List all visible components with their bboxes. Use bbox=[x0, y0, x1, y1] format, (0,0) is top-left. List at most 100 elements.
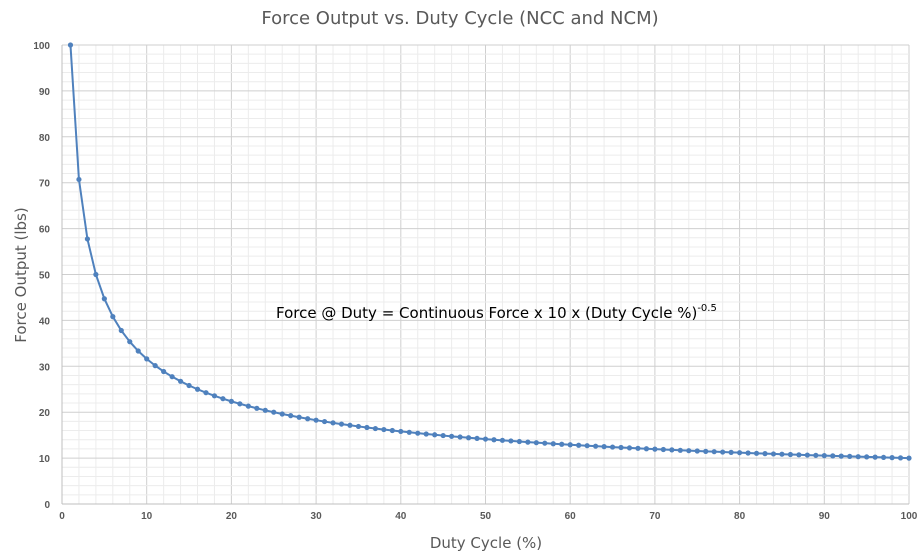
data-point bbox=[364, 424, 370, 431]
data-point bbox=[186, 382, 192, 389]
x-tick-label: 40 bbox=[395, 511, 407, 522]
x-tick-label: 30 bbox=[311, 511, 323, 522]
data-point bbox=[652, 446, 658, 452]
x-tick-label: 90 bbox=[819, 511, 831, 522]
y-tick-label: 10 bbox=[39, 454, 51, 465]
data-point bbox=[110, 314, 116, 320]
data-point bbox=[787, 451, 794, 458]
data-point bbox=[559, 441, 565, 447]
data-point bbox=[101, 296, 107, 302]
data-point bbox=[228, 398, 234, 404]
data-points bbox=[67, 42, 912, 461]
data-point bbox=[711, 449, 717, 455]
y-tick-label: 60 bbox=[39, 225, 51, 236]
data-point bbox=[508, 438, 514, 444]
data-point bbox=[203, 390, 209, 396]
data-point bbox=[279, 411, 285, 417]
data-point bbox=[330, 420, 336, 426]
formula-exponent: -0.5 bbox=[697, 303, 717, 314]
y-tick-label: 80 bbox=[39, 133, 51, 144]
data-point bbox=[161, 368, 167, 375]
data-point bbox=[288, 413, 294, 419]
data-point bbox=[694, 448, 700, 454]
y-tick-label: 30 bbox=[39, 362, 51, 373]
data-point bbox=[728, 449, 734, 455]
data-point bbox=[847, 453, 853, 460]
data-point bbox=[398, 428, 404, 435]
y-tick-label: 100 bbox=[33, 41, 50, 52]
data-point bbox=[305, 416, 311, 422]
data-point bbox=[321, 418, 328, 425]
data-point bbox=[127, 339, 133, 345]
y-axis-title: Force Output (lbs) bbox=[12, 207, 30, 342]
data-point bbox=[84, 236, 91, 242]
data-point bbox=[770, 451, 777, 457]
y-tick-label: 50 bbox=[39, 271, 51, 282]
x-tick-labels: 0 10 20 30 40 50 60 70 80 90 100 bbox=[59, 511, 918, 522]
data-point bbox=[177, 378, 184, 384]
x-tick-label: 60 bbox=[565, 511, 577, 522]
data-point bbox=[813, 452, 819, 458]
data-point bbox=[584, 443, 590, 449]
data-point bbox=[194, 386, 201, 392]
data-point bbox=[152, 363, 158, 369]
data-point bbox=[669, 447, 675, 453]
data-point bbox=[338, 421, 345, 427]
x-tick-label: 100 bbox=[901, 511, 918, 522]
formula-text: Force @ Duty = Continuous Force x 10 x (… bbox=[276, 304, 697, 322]
data-point bbox=[76, 176, 82, 183]
data-point bbox=[897, 455, 904, 461]
data-point bbox=[720, 449, 726, 455]
x-axis-title: Duty Cycle (%) bbox=[430, 534, 542, 552]
data-point bbox=[635, 445, 641, 451]
data-point bbox=[855, 454, 861, 460]
data-point bbox=[296, 414, 302, 420]
data-point bbox=[211, 393, 218, 399]
data-point bbox=[440, 432, 446, 439]
data-point bbox=[135, 348, 141, 354]
data-point bbox=[880, 454, 887, 461]
data-point bbox=[457, 434, 463, 440]
grid bbox=[61, 44, 910, 505]
data-point bbox=[643, 446, 650, 452]
data-point bbox=[474, 435, 480, 442]
data-point bbox=[347, 422, 353, 428]
data-point bbox=[550, 441, 556, 447]
data-point bbox=[169, 374, 175, 380]
data-point bbox=[821, 453, 827, 459]
x-tick-label: 70 bbox=[649, 511, 661, 522]
data-point bbox=[864, 454, 870, 460]
data-point bbox=[118, 327, 124, 334]
data-point bbox=[804, 452, 810, 458]
data-point bbox=[432, 432, 438, 438]
data-point bbox=[660, 446, 666, 453]
data-point bbox=[406, 429, 412, 435]
data-point bbox=[237, 401, 243, 407]
y-tick-labels: 0 10 20 30 40 50 60 70 80 90 100 bbox=[33, 41, 50, 511]
y-tick-label: 20 bbox=[39, 408, 51, 419]
x-tick-label: 20 bbox=[226, 511, 238, 522]
data-point bbox=[779, 451, 785, 457]
data-point bbox=[567, 442, 573, 448]
formula-annotation: Force @ Duty = Continuous Force x 10 x (… bbox=[276, 303, 717, 322]
data-point bbox=[499, 437, 506, 443]
data-point bbox=[245, 403, 251, 409]
chart-title: Force Output vs. Duty Cycle (NCC and NCM… bbox=[261, 8, 658, 29]
x-tick-label: 10 bbox=[141, 511, 153, 522]
x-tick-label: 50 bbox=[480, 511, 492, 522]
data-point bbox=[745, 450, 751, 456]
data-point bbox=[542, 440, 548, 446]
y-tick-label: 0 bbox=[44, 500, 50, 511]
data-point bbox=[601, 444, 607, 450]
data-point bbox=[609, 444, 616, 450]
data-point bbox=[737, 450, 743, 456]
data-point bbox=[381, 426, 387, 433]
data-point bbox=[762, 451, 768, 457]
data-point bbox=[449, 433, 455, 439]
data-point bbox=[313, 417, 319, 423]
data-point bbox=[626, 445, 633, 451]
data-point bbox=[254, 405, 260, 411]
data-point bbox=[67, 42, 74, 48]
data-point bbox=[415, 430, 421, 436]
